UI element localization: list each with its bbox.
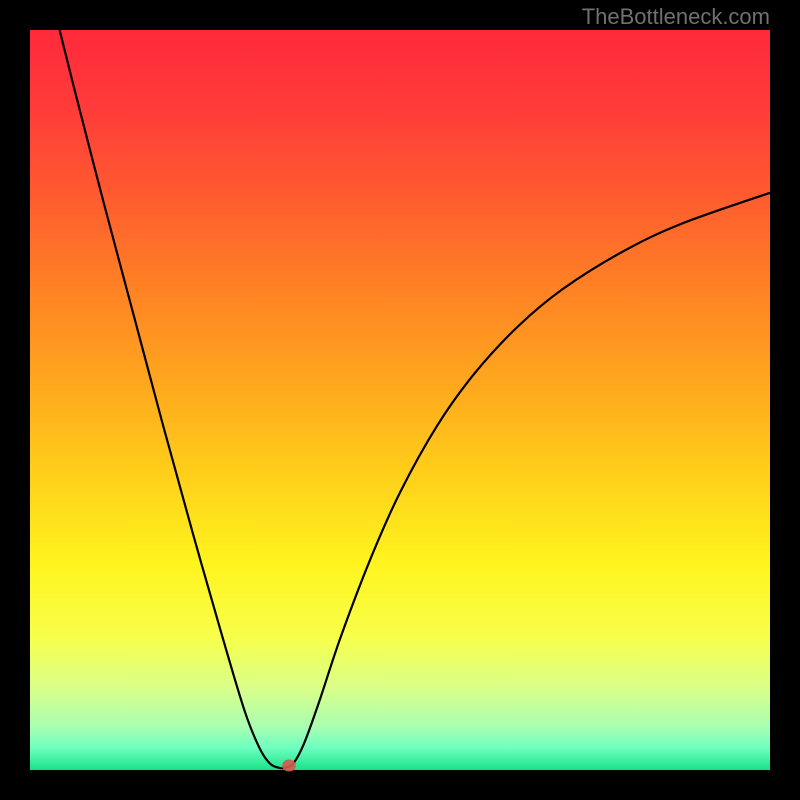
- bottleneck-curve-left: [60, 30, 282, 769]
- plot-area: [30, 30, 770, 770]
- bottleneck-curve-right: [282, 193, 770, 769]
- curve-layer: [30, 30, 770, 770]
- watermark-text: TheBottleneck.com: [582, 4, 770, 30]
- chart-frame: TheBottleneck.com: [0, 0, 800, 800]
- optimum-marker: [282, 760, 296, 772]
